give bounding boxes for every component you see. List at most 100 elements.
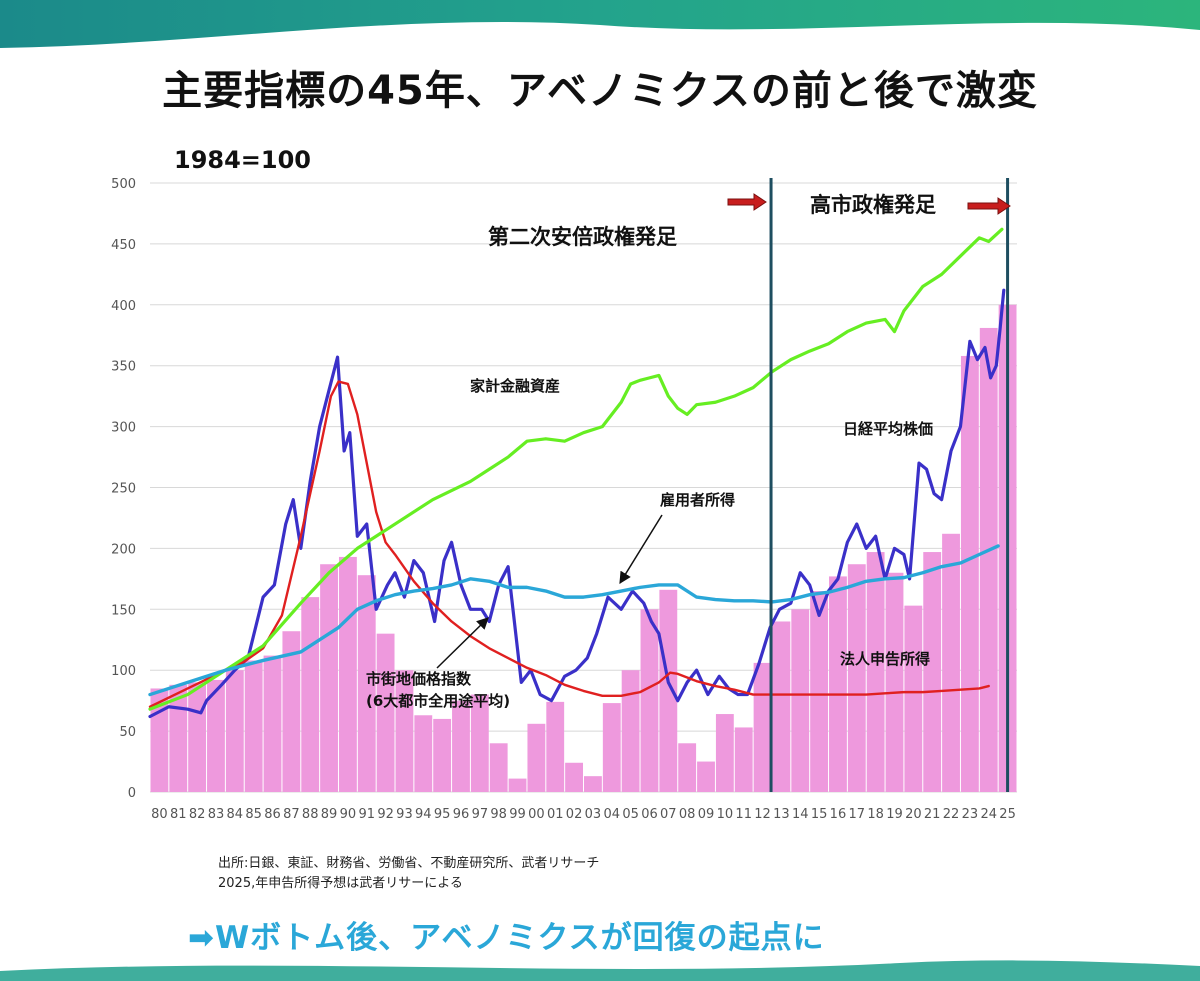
bar-corporate-income <box>829 576 847 792</box>
x-tick-label: 06 <box>641 807 658 822</box>
bar-corporate-income <box>263 655 282 792</box>
x-tick-label: 20 <box>905 807 922 822</box>
y-tick-label: 150 <box>111 603 136 618</box>
x-tick-label: 11 <box>735 807 752 822</box>
x-tick-label: 19 <box>886 807 903 822</box>
x-tick-label: 05 <box>622 807 639 822</box>
x-tick-label: 04 <box>603 807 620 822</box>
x-tick-label: 91 <box>358 807 375 822</box>
x-tick-label: 86 <box>264 807 281 822</box>
label-nikkei: 日経平均株価 <box>843 420 933 438</box>
series-line-land-price <box>148 380 990 708</box>
x-tick-label: 92 <box>377 807 394 822</box>
x-tick-label: 09 <box>698 807 715 822</box>
x-tick-label: 13 <box>773 807 790 822</box>
bar-corporate-income <box>376 633 395 792</box>
bar-corporate-income <box>188 682 207 792</box>
bar-corporate-income <box>772 621 791 792</box>
red-arrow-left <box>727 193 767 211</box>
bar-corporate-income <box>734 727 753 792</box>
x-tick-label: 10 <box>717 807 734 822</box>
bar-corporate-income <box>979 327 998 792</box>
x-tick-label: 14 <box>792 807 809 822</box>
x-tick-label: 87 <box>283 807 300 822</box>
bar-corporate-income <box>489 743 508 792</box>
x-tick-label: 08 <box>679 807 696 822</box>
red-arrow-right <box>967 197 1011 215</box>
bar-corporate-income <box>715 714 734 792</box>
x-tick-label: 18 <box>867 807 884 822</box>
x-tick-label: 16 <box>830 807 847 822</box>
bar-corporate-income <box>885 572 904 792</box>
bar-corporate-income <box>169 684 188 792</box>
series-line-household-assets <box>148 227 1004 711</box>
x-tick-label: 03 <box>585 807 602 822</box>
bar-corporate-income <box>810 591 829 792</box>
page-title: 主要指標の45年、アベノミクスの前と後で激変 <box>162 68 1038 114</box>
x-tick-label: 02 <box>566 807 583 822</box>
pointer-arrow-land-price <box>436 617 489 669</box>
bottom-wave-banner <box>0 960 1200 981</box>
bar-corporate-income <box>640 609 659 792</box>
x-tick-label: 24 <box>980 807 997 822</box>
label-corporate-income: 法人申告所得 <box>840 650 930 668</box>
x-tick-label: 99 <box>509 807 526 822</box>
label-land-price-1: 市街地価格指数 <box>366 670 472 688</box>
x-tick-label: 85 <box>245 807 262 822</box>
x-tick-label: 15 <box>811 807 828 822</box>
bar-corporate-income <box>433 718 452 792</box>
x-tick-label: 07 <box>660 807 677 822</box>
x-tick-label: 96 <box>453 807 470 822</box>
x-tick-label: 22 <box>943 807 960 822</box>
bar-corporate-income <box>960 355 979 792</box>
x-tick-label: 21 <box>924 807 941 822</box>
bar-corporate-income <box>565 762 583 792</box>
y-tick-label: 100 <box>111 664 136 679</box>
x-tick-label: 90 <box>340 807 357 822</box>
bar-corporate-income <box>791 609 810 792</box>
x-tick-label: 83 <box>208 807 225 822</box>
y-tick-label: 200 <box>111 542 136 557</box>
x-tick-label: 25 <box>999 807 1016 822</box>
y-tick-label: 0 <box>128 786 136 801</box>
source-note-2: 2025,年申告所得予想は武者リサーによる <box>218 876 463 891</box>
bar-corporate-income <box>452 700 470 792</box>
label-household-assets: 家計金融資産 <box>470 377 560 395</box>
bar-corporate-income <box>225 670 244 792</box>
bar-corporate-income <box>301 597 320 792</box>
top-wave-banner <box>0 0 1200 48</box>
x-tick-label: 81 <box>170 807 187 822</box>
bar-corporate-income <box>357 575 376 792</box>
x-tick-label: 84 <box>227 807 244 822</box>
annotation-abe: 第二次安倍政権発足 <box>488 225 677 249</box>
bar-corporate-income <box>923 552 942 792</box>
bar-corporate-income <box>621 670 640 792</box>
x-tick-label: 80 <box>151 807 168 822</box>
bar-corporate-income <box>942 533 960 792</box>
bar-corporate-income <box>508 778 527 792</box>
bar-corporate-income <box>470 694 489 792</box>
x-tick-label: 94 <box>415 807 432 822</box>
bar-corporate-income <box>847 564 866 792</box>
y-tick-label: 400 <box>111 299 136 314</box>
y-tick-label: 250 <box>111 482 136 497</box>
y-tick-label: 500 <box>111 177 136 192</box>
x-tick-label: 82 <box>189 807 206 822</box>
source-note-1: 出所:日銀、東証、財務省、労働省、不動産研究所、武者リサーチ <box>218 856 600 871</box>
x-tick-label: 00 <box>528 807 545 822</box>
bar-corporate-income <box>866 552 885 792</box>
bar-corporate-income <box>904 605 923 792</box>
bar-corporate-income <box>678 743 697 792</box>
bar-corporate-income <box>546 701 565 792</box>
bar-corporate-income <box>395 670 414 792</box>
label-employee-income: 雇用者所得 <box>660 491 735 509</box>
bar-corporate-income <box>320 564 338 792</box>
x-tick-label: 93 <box>396 807 413 822</box>
x-tick-label: 88 <box>302 807 319 822</box>
conclusion-text: ➡Wボトム後、アベノミクスが回復の起点に <box>188 920 825 956</box>
annotation-takaichi: 高市政権発足 <box>810 193 936 217</box>
x-tick-label: 98 <box>490 807 507 822</box>
x-tick-label: 17 <box>849 807 866 822</box>
bar-corporate-income <box>659 589 678 792</box>
